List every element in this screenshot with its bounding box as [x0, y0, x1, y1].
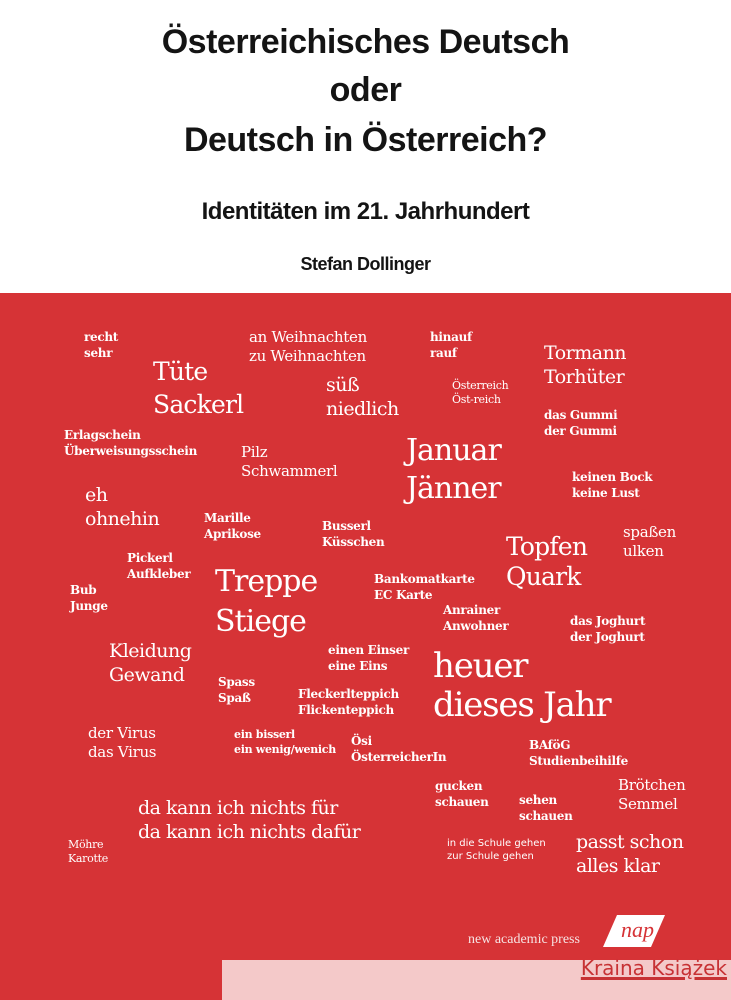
word-cloud-panel	[0, 293, 731, 1000]
word-pair: hinauf rauf	[430, 330, 472, 360]
word-pair: Pilz Schwammerl	[241, 443, 338, 480]
word-pair: Januar Jänner	[406, 433, 502, 506]
word-pair: süß niedlich	[326, 374, 399, 420]
word-pair: Möhre Karotte	[68, 838, 108, 865]
word-pair: recht sehr	[84, 330, 119, 360]
word-pair: Österreich Öst-reich	[452, 379, 509, 406]
title-line-2: oder	[329, 71, 402, 109]
word-pair: Bankomatkarte EC Karte	[374, 572, 475, 602]
word-pair: Erlagschein Überweisungsschein	[64, 428, 197, 458]
word-pair: Tüte Sackerl	[153, 357, 244, 419]
watermark-text: Kraina Książek	[580, 956, 727, 980]
word-pair: ein bisserl ein wenig/wenich	[234, 728, 336, 756]
word-pair: in die Schule gehen zur Schule gehen	[447, 838, 546, 862]
word-pair: das Gummi der Gummi	[544, 408, 618, 438]
word-pair: Ösi ÖsterreicherIn	[351, 734, 447, 764]
word-pair: einen Einser eine Eins	[328, 643, 409, 673]
publisher-logo: nap	[603, 915, 665, 947]
word-pair: Anrainer Anwohner	[443, 603, 509, 633]
watermark-strip	[222, 960, 731, 1000]
word-pair: sehen schauen	[519, 793, 573, 823]
word-pair: Kleidung Gewand	[109, 640, 192, 686]
nap-logo-icon: nap	[603, 915, 665, 947]
word-pair: Fleckerlteppich Flickenteppich	[298, 687, 399, 717]
word-pair: Marille Aprikose	[204, 511, 261, 541]
word-pair: Tormann Torhüter	[544, 342, 627, 388]
word-pair: heuer dieses Jahr	[433, 646, 612, 725]
subtitle: Identitäten im 21. Jahrhundert	[201, 198, 530, 225]
author-name: Stefan Dollinger	[300, 254, 431, 274]
publisher-name: new academic press	[468, 932, 580, 947]
word-pair: Brötchen Semmel	[618, 776, 686, 813]
word-pair: spaßen ulken	[623, 523, 676, 560]
word-pair: der Virus das Virus	[88, 724, 157, 761]
word-pair: Spass Spaß	[218, 675, 255, 705]
word-pair: an Weihnachten zu Weihnachten	[249, 328, 367, 365]
word-pair: da kann ich nichts für da kann ich nichts…	[138, 797, 361, 843]
word-pair: Busserl Küsschen	[322, 519, 385, 549]
word-pair: keinen Bock keine Lust	[572, 470, 653, 500]
svg-text:nap: nap	[621, 917, 654, 942]
cover-header: Österreichisches Deutsch oder Deutsch in…	[0, 0, 731, 293]
word-pair: eh ohnehin	[85, 484, 160, 530]
word-pair: BAföG Studienbeihilfe	[529, 738, 628, 768]
title-line-3: Deutsch in Österreich?	[183, 121, 548, 159]
word-pair: Pickerl Aufkleber	[127, 551, 191, 581]
word-pair: das Joghurt der Joghurt	[570, 614, 646, 644]
word-pair: gucken schauen	[435, 779, 489, 809]
word-pair: Topfen Quark	[506, 532, 588, 591]
word-pair: Treppe Stiege	[215, 564, 318, 639]
title-line-1: Österreichisches Deutsch	[161, 23, 570, 61]
word-pair: Bub Junge	[70, 583, 108, 613]
word-pair: passt schon alles klar	[576, 831, 684, 877]
